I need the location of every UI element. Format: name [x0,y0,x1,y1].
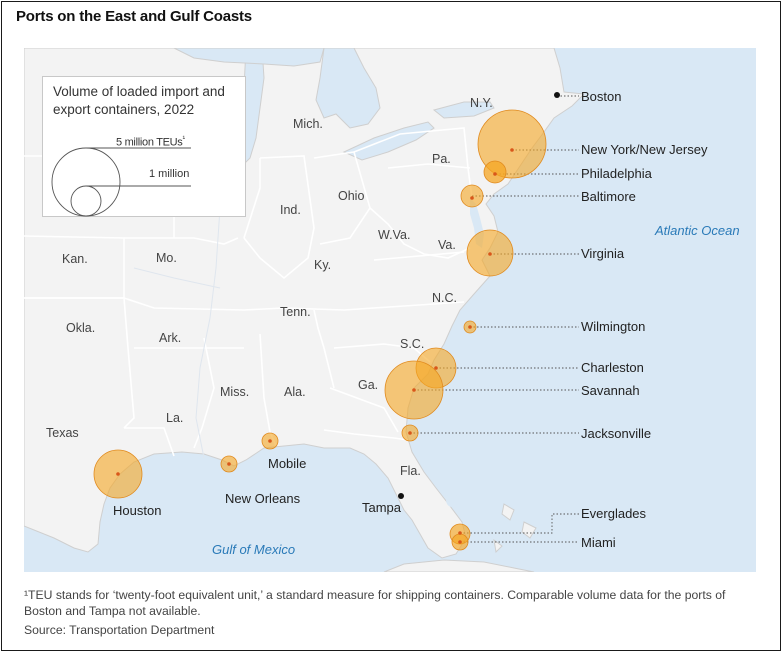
state-ark: Ark. [159,331,181,345]
legend-circle-large [51,147,121,217]
state-borders [24,127,473,457]
legend-svg [51,147,191,217]
bubble-baltimore [460,184,484,208]
state-ala: Ala. [284,385,306,399]
map-area: N.Y. Mich. Pa. Ohio Ind. W.Va. Va. Kan. … [24,48,756,572]
label-miami: Miami [581,535,616,550]
state-nc: N.C. [432,291,457,305]
state-texas: Texas [46,426,79,440]
state-ky: Ky. [314,258,331,272]
state-wva: W.Va. [378,228,410,242]
legend-large-label: 5 million TEUs¹ [116,134,185,149]
label-nynj: New York/New Jersey [581,142,708,157]
state-okla: Okla. [66,321,95,335]
label-everglades: Everglades [581,506,647,521]
label-tampa: Tampa [362,500,402,515]
label-houston: Houston [113,503,161,518]
state-labels: N.Y. Mich. Pa. Ohio Ind. W.Va. Va. Kan. … [46,96,493,478]
label-new-orleans: New Orleans [225,491,301,506]
label-philadelphia: Philadelphia [581,166,653,181]
label-jacksonville: Jacksonville [581,426,651,441]
state-va: Va. [438,238,456,252]
state-ga: Ga. [358,378,378,392]
label-wilmington: Wilmington [581,319,645,334]
state-kan: Kan. [62,252,88,266]
state-sc: S.C. [400,337,424,351]
cuba [383,559,535,572]
label-mobile: Mobile [268,456,306,471]
legend-title: Volume of loaded import and export conta… [53,84,225,117]
label-gulf: Gulf of Mexico [212,542,295,557]
lake-ontario [432,101,495,119]
label-boston: Boston [581,89,621,104]
lake-okeechobee [446,493,458,507]
dot-boston [554,92,560,98]
state-mich: Mich. [293,117,323,131]
state-mo: Mo. [156,251,177,265]
state-miss: Miss. [220,385,249,399]
label-baltimore: Baltimore [581,189,636,204]
lake-huron [315,48,381,129]
dot-tampa [398,493,404,499]
legend-circle-small [70,185,102,217]
label-atlantic: Atlantic Ocean [654,223,740,238]
state-ny: N.Y. [470,96,493,110]
label-charleston: Charleston [581,360,644,375]
bubble-philadelphia [483,160,507,184]
label-virginia: Virginia [581,246,625,261]
port-labels: Boston New York/New Jersey Philadelphia … [113,89,708,550]
state-pa: Pa. [432,152,451,166]
state-ohio: Ohio [338,189,364,203]
bahamas [493,503,537,554]
state-la: La. [166,411,183,425]
state-tenn: Tenn. [280,305,311,319]
port-dots [116,148,514,544]
state-fla: Fla. [400,464,421,478]
source-note: Source: Transportation Department [24,623,215,637]
label-savannah: Savannah [581,383,640,398]
footnote: ¹TEU stands for ‘twenty-foot equivalent … [24,588,726,618]
state-ind: Ind. [280,203,301,217]
size-legend: Volume of loaded import and export conta… [42,76,246,217]
legend-small-label: 1 million [149,168,190,180]
lake-erie [342,121,435,161]
map-title: Ports on the East and Gulf Coasts [16,8,252,25]
leader-lines [410,95,579,543]
